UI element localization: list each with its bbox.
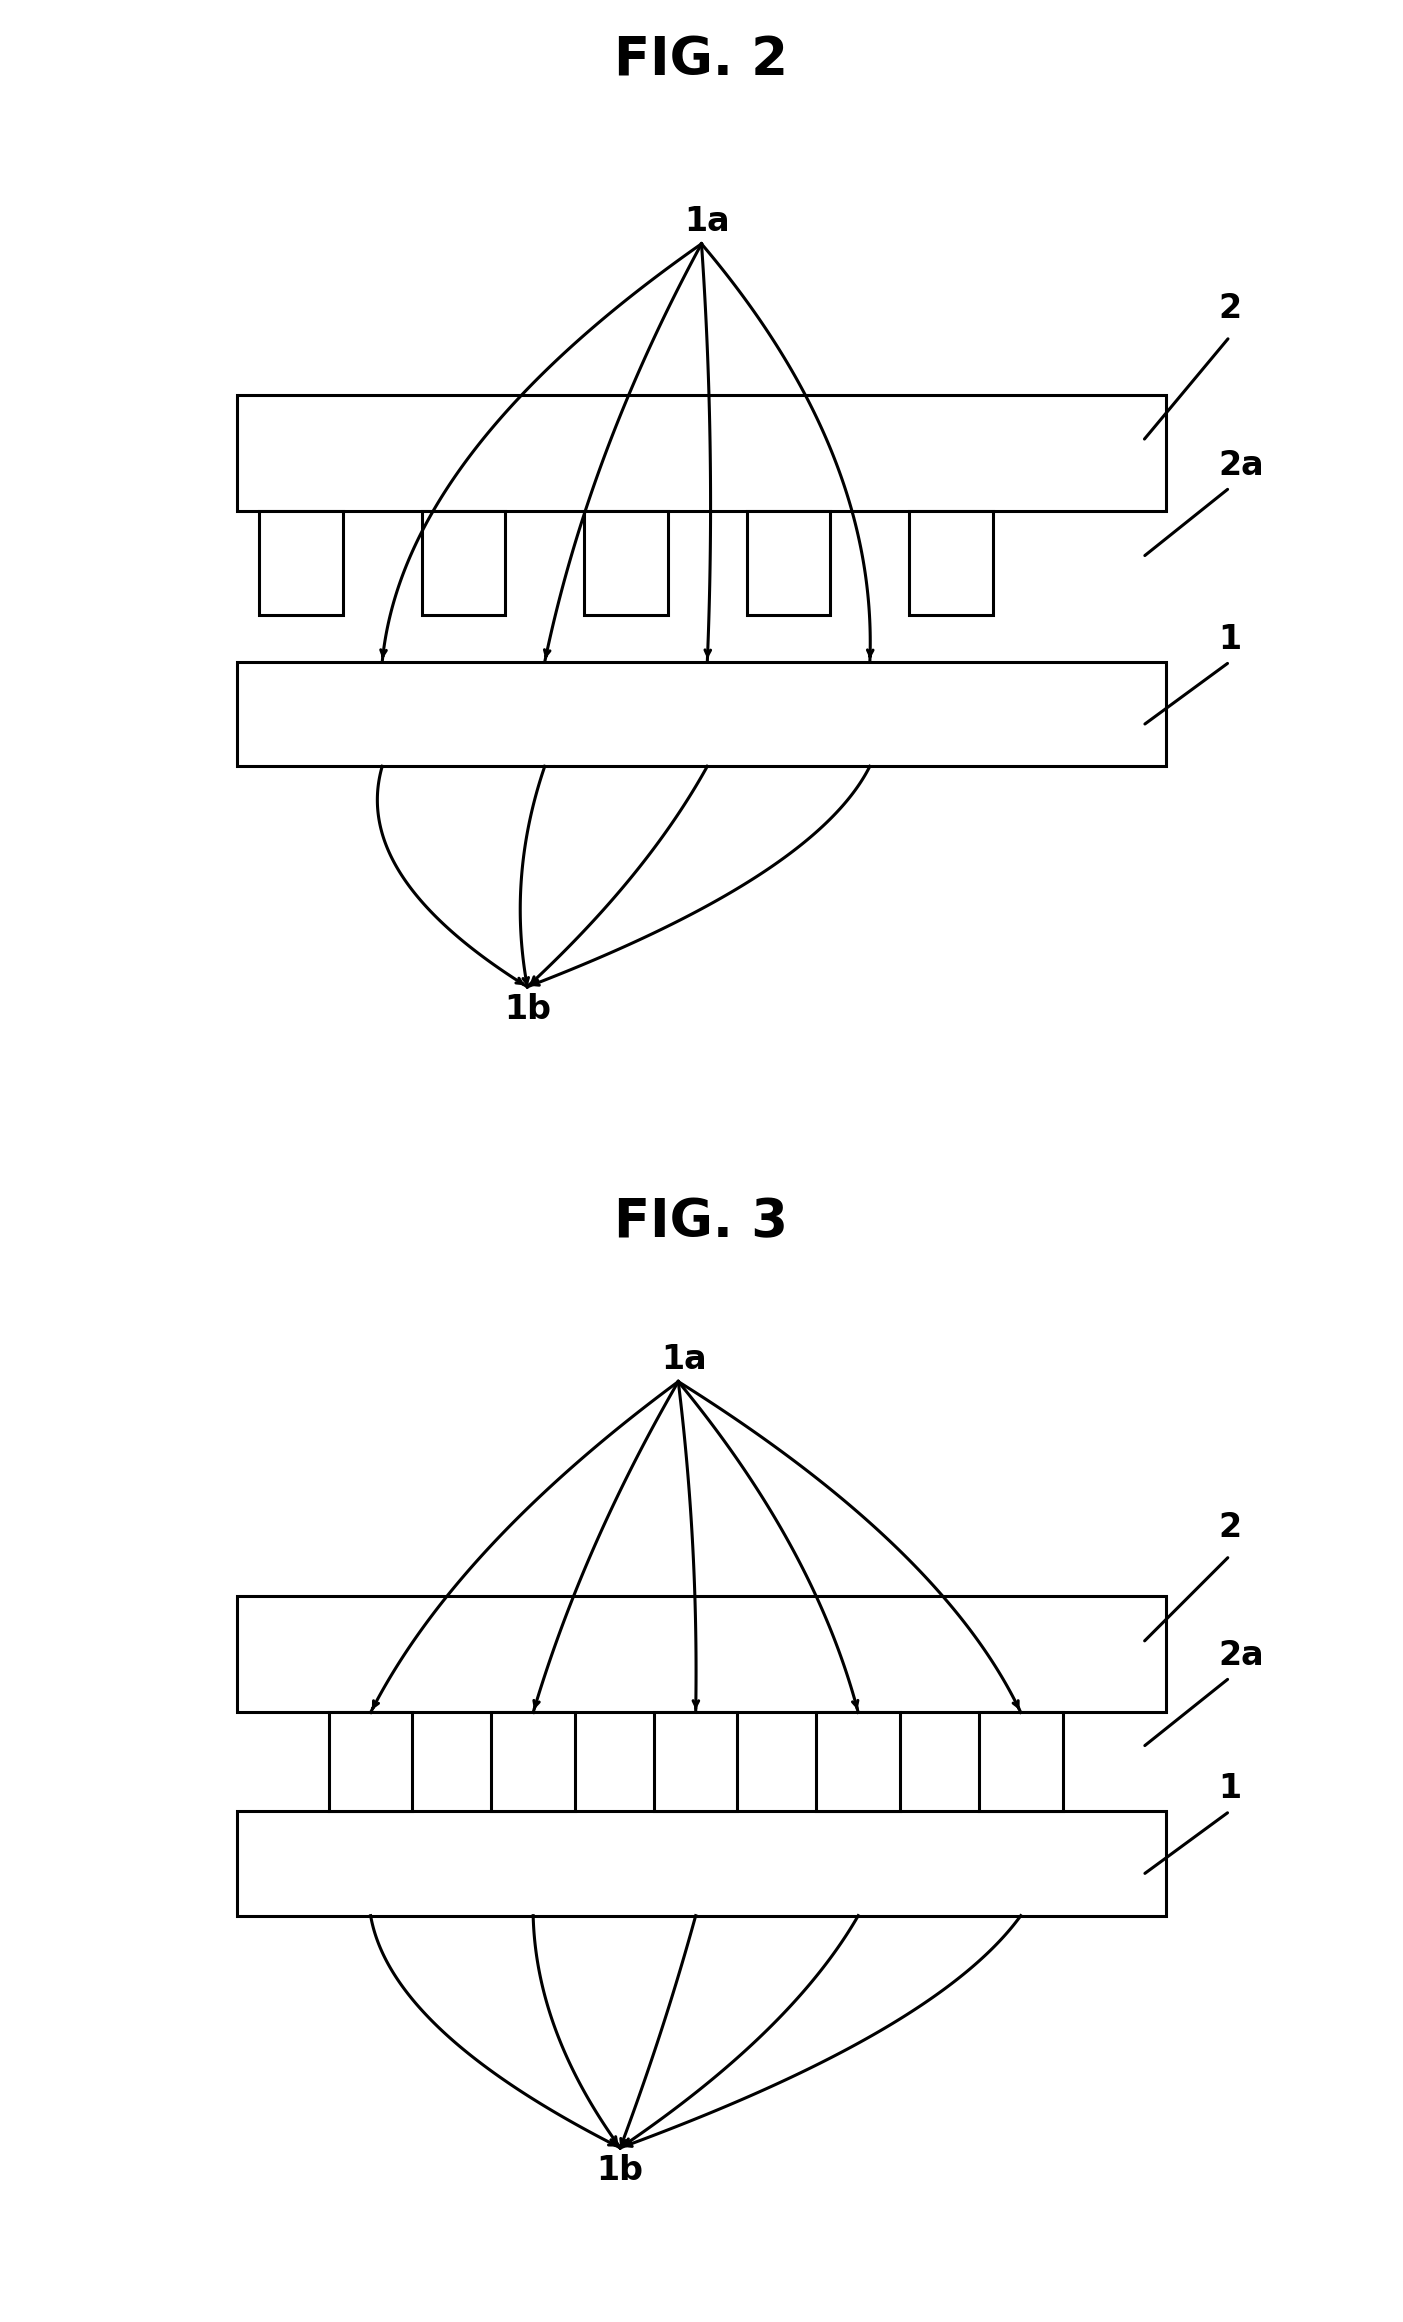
Text: 2: 2 <box>1218 1512 1242 1544</box>
Bar <box>817 1711 901 1811</box>
Bar <box>422 511 505 615</box>
Text: 2a: 2a <box>1218 1639 1264 1672</box>
Text: 2: 2 <box>1218 293 1242 325</box>
Bar <box>237 1598 1166 1711</box>
Bar <box>654 1711 738 1811</box>
Bar <box>237 662 1166 766</box>
Bar <box>260 511 342 615</box>
Text: 2a: 2a <box>1218 448 1264 483</box>
Bar <box>909 511 993 615</box>
Text: 1: 1 <box>1218 1772 1242 1807</box>
Bar <box>746 511 831 615</box>
Text: 1b: 1b <box>596 2155 644 2187</box>
Bar <box>979 1711 1062 1811</box>
Text: FIG. 2: FIG. 2 <box>615 35 788 86</box>
Text: 1a: 1a <box>685 204 730 239</box>
Text: 1a: 1a <box>661 1342 707 1375</box>
Bar <box>237 395 1166 511</box>
Text: FIG. 3: FIG. 3 <box>615 1196 788 1247</box>
Text: 1: 1 <box>1218 622 1242 657</box>
Bar <box>584 511 668 615</box>
Bar <box>237 1811 1166 1916</box>
Bar <box>491 1711 575 1811</box>
Text: 1b: 1b <box>504 994 551 1026</box>
Bar <box>328 1711 412 1811</box>
